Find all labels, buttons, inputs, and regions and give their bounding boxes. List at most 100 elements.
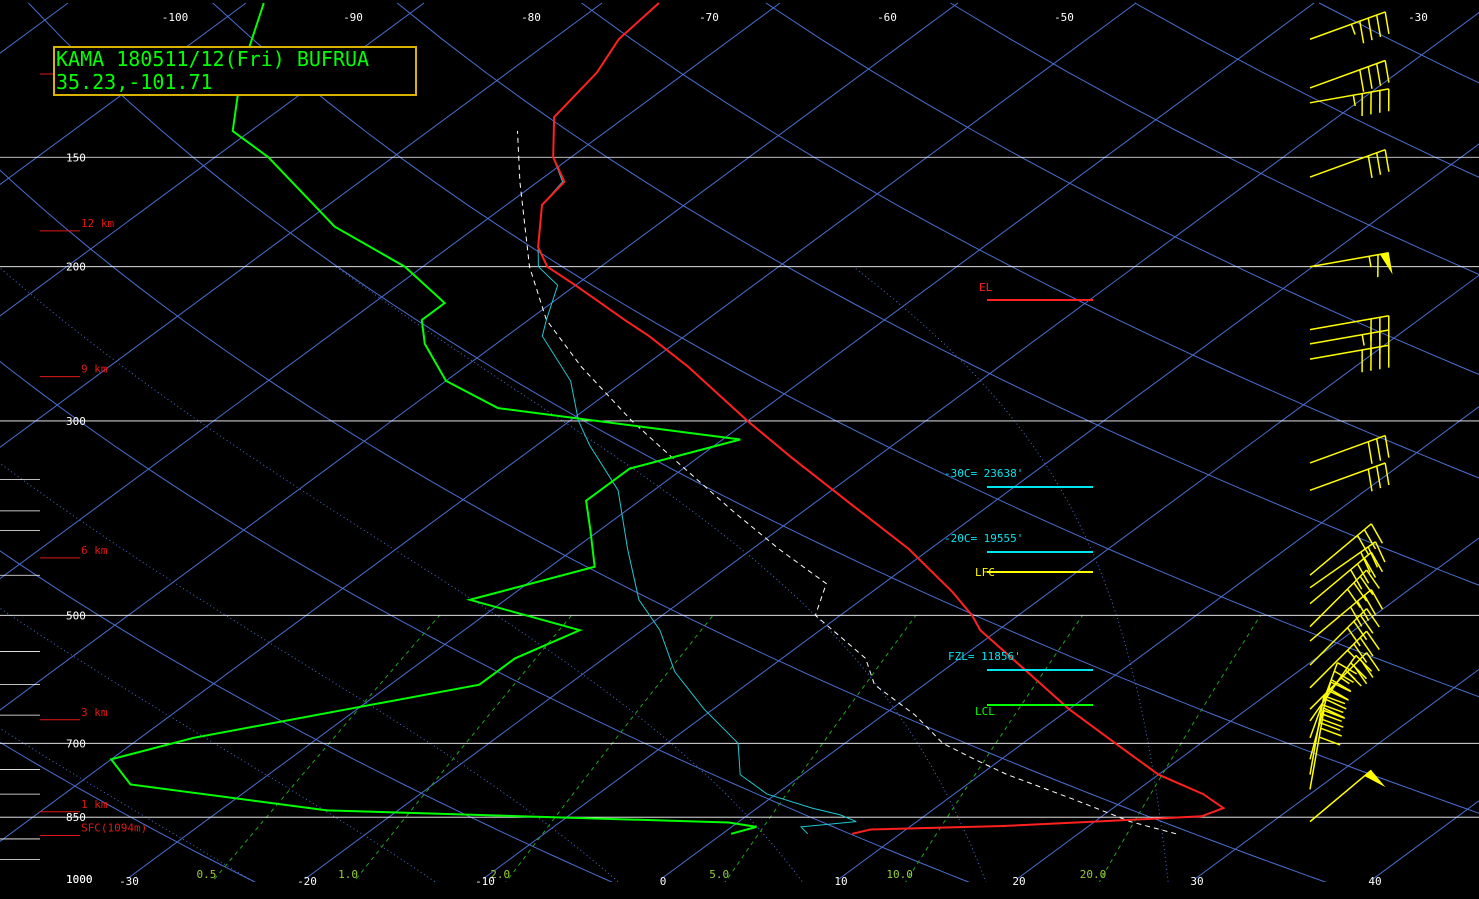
wind-barb: [1309, 88, 1390, 117]
barb-flag: [1365, 569, 1380, 589]
barb-flag: [1370, 589, 1384, 610]
wind-barb: [1309, 695, 1346, 775]
isotherm-line: [482, 143, 1479, 880]
barb-flag: [1359, 20, 1365, 44]
barb-flag: [1333, 670, 1354, 684]
dry-adiabat-line: [28, 2, 1479, 814]
barb-flag: [1365, 630, 1380, 651]
mixing-ratio-line: [353, 614, 572, 882]
mixing-ratio-label: 5.0: [709, 868, 729, 881]
pressure-label: 850: [66, 811, 86, 824]
barb-flag: [1353, 620, 1368, 641]
wind-barb: [1309, 551, 1384, 605]
wind-barb: [1309, 434, 1390, 464]
top-temp-label: -30: [1408, 11, 1428, 24]
barb-flag: [1330, 678, 1351, 692]
barb-staff: [1309, 630, 1368, 689]
barb-staff: [1309, 523, 1372, 576]
top-temp-label: -70: [699, 11, 719, 24]
barb-flag: [1375, 438, 1382, 461]
barb-staff: [1309, 608, 1368, 666]
wind-barb: [1309, 654, 1373, 722]
barb-staff: [1309, 148, 1386, 178]
height-label: 3 km: [81, 706, 108, 719]
barb-flag: [1355, 654, 1373, 672]
barb-flag: [1384, 149, 1390, 172]
wind-barb: [1309, 11, 1390, 44]
wind-barb: [1309, 608, 1380, 666]
mixing-ratio-line: [1098, 615, 1262, 882]
mixing-ratio-label: 10.0: [886, 868, 913, 881]
barb-flag: [1363, 595, 1377, 616]
barb-staff: [1309, 654, 1357, 722]
wind-barb: [1309, 630, 1380, 689]
barb-halfflag: [1339, 676, 1350, 685]
dry-adiabat-line: [0, 169, 1327, 882]
mixing-ratio-label: 0.5: [197, 868, 217, 881]
level-label: EL: [979, 281, 993, 294]
parcel-trace: [517, 130, 1177, 835]
wind-barb: [1309, 252, 1393, 278]
level-label: LCL: [975, 705, 995, 718]
level-value: 23638': [984, 467, 1024, 480]
moist-adiabat-line: [0, 607, 437, 882]
barb-flag: [1350, 662, 1368, 680]
barb-staff: [1309, 434, 1386, 464]
level-value: 11856': [981, 650, 1021, 663]
barb-flag: [1325, 698, 1347, 710]
barb-flag: [1360, 551, 1371, 573]
barb-flag: [1375, 152, 1382, 175]
barb-staff: [1309, 59, 1386, 89]
barb-pennant: [1364, 770, 1386, 788]
barb-flag: [1346, 588, 1361, 608]
pressure-label: 500: [66, 609, 86, 622]
barb-flag: [1320, 712, 1342, 723]
barb-flag: [1359, 614, 1374, 634]
barb-flag: [1384, 60, 1390, 83]
isotherm-line: [304, 11, 1479, 880]
barb-staff: [1309, 769, 1372, 823]
pressure-label: 200: [66, 261, 86, 274]
mixing-ratio-line: [724, 615, 917, 882]
wind-barb: [1309, 523, 1384, 576]
height-label: 6 km: [81, 544, 108, 557]
barb-staff: [1309, 462, 1386, 492]
barb-pennant: [1379, 252, 1393, 275]
barb-flag: [1323, 695, 1346, 705]
isotherm-line: [0, 2, 425, 317]
barb-flag: [1374, 541, 1386, 563]
isotherm-line: [0, 2, 781, 580]
dewpoint-trace: [109, 2, 757, 835]
barb-flag: [1367, 441, 1373, 464]
barb-flag: [1367, 17, 1373, 41]
height-label: SFC(1094m): [81, 822, 147, 835]
barb-flag: [1322, 703, 1344, 714]
wind-barb: [1309, 709, 1346, 790]
dry-adiabat-line: [1134, 2, 1479, 178]
barb-flag: [1375, 465, 1382, 489]
barb-flag: [1384, 462, 1390, 486]
barb-flag: [1370, 523, 1384, 544]
barb-flag: [1363, 557, 1377, 578]
barb-staff: [1309, 551, 1372, 605]
wind-barb: [1309, 569, 1380, 628]
isotherm-line: [0, 2, 1137, 842]
barb-staff: [1309, 88, 1389, 104]
isotherm-line: [1194, 668, 1479, 880]
height-label: 12 km: [81, 217, 114, 230]
background-grid: [0, 2, 1479, 882]
barb-flag: [1346, 627, 1361, 647]
barb-flag: [1345, 669, 1362, 687]
barb-staff: [1309, 541, 1376, 589]
mixing-ratio-line: [211, 614, 441, 882]
barb-flag: [1359, 69, 1365, 92]
pressure-label: 1000: [66, 873, 93, 886]
mixing-ratio-line: [505, 614, 714, 882]
wind-barb: [1309, 681, 1352, 760]
barb-staff: [1309, 344, 1389, 360]
moist-adiabat-line: [0, 727, 256, 882]
dry-adiabat-line: [396, 2, 1479, 586]
top-temp-label: -100: [162, 11, 189, 24]
